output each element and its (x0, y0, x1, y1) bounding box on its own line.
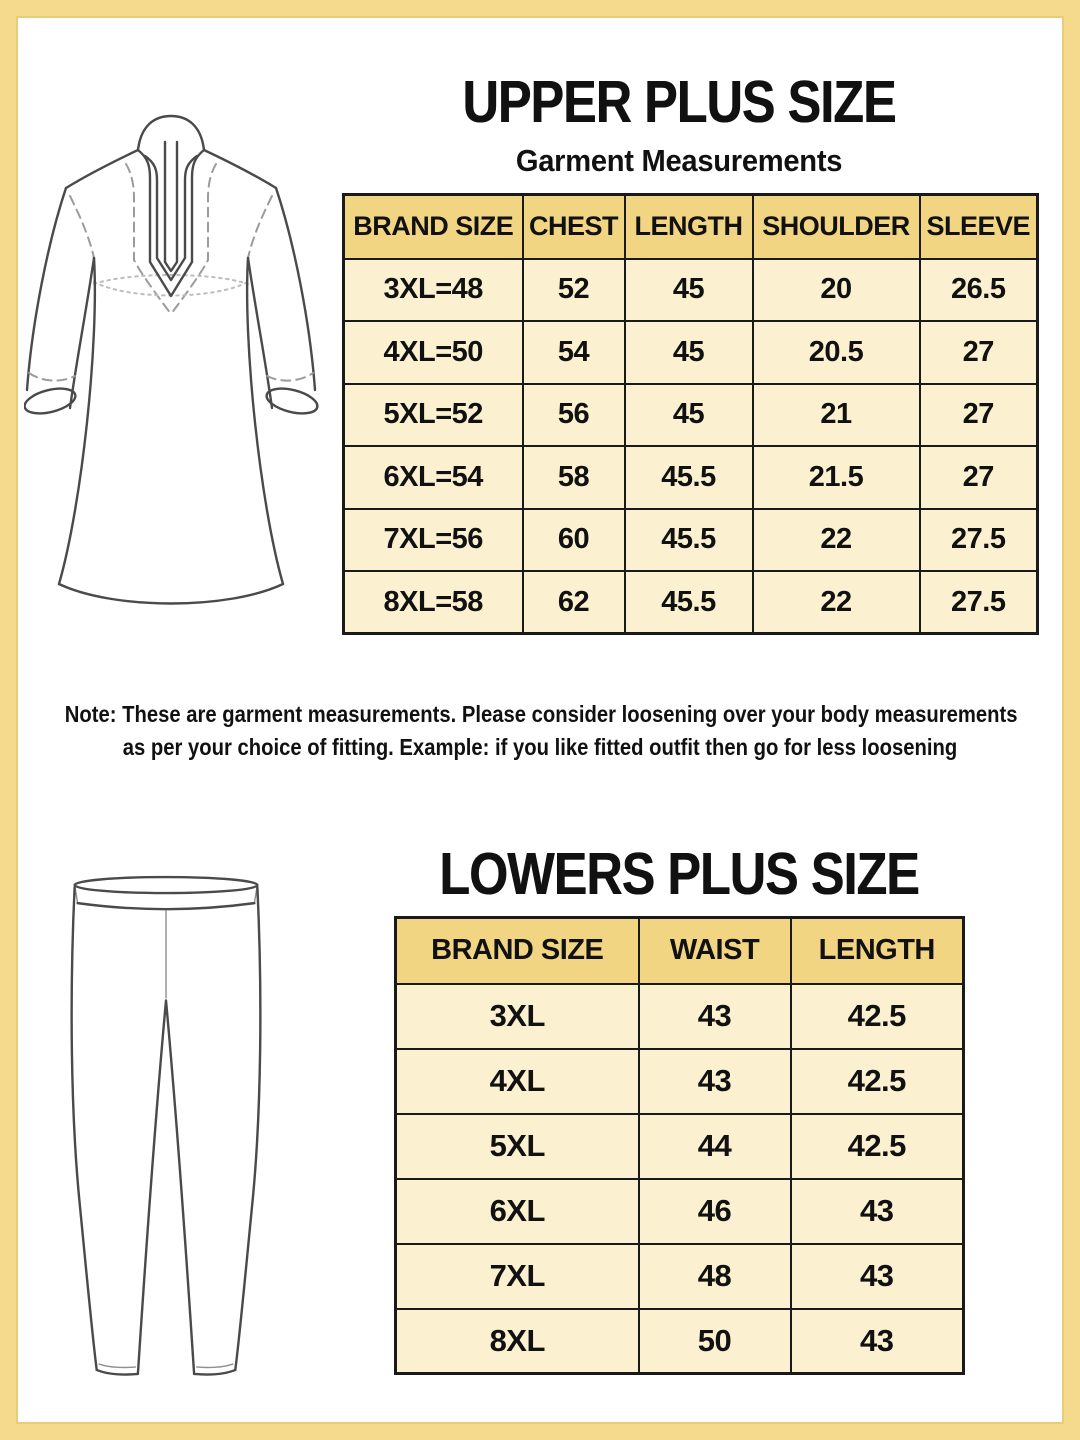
cell-shoulder: 21 (751, 382, 921, 447)
upper-subtitle: Garment Measurements (515, 143, 843, 178)
cell-length: 43 (789, 1177, 965, 1245)
header-cell-waist: WAIST (637, 916, 792, 985)
cell-shoulder: 22 (751, 507, 921, 572)
cell-length: 45.5 (623, 445, 754, 510)
cell-brand-size: 6XL (394, 1177, 640, 1245)
kurta-illustration (24, 114, 319, 605)
size-row-5xl: 5XL 44 42.5 (394, 1112, 965, 1180)
cell-brand-size: 7XL (394, 1242, 640, 1310)
cell-brand-size: 6XL=54 (342, 445, 524, 510)
header-cell-length: LENGTH (623, 193, 754, 260)
cell-waist: 43 (637, 982, 792, 1050)
size-row-7xl: 7XL 48 43 (394, 1242, 965, 1310)
cell-brand-size: 8XL=58 (342, 570, 524, 635)
cell-brand-size: 4XL (394, 1047, 640, 1115)
upper-size-table: BRAND SIZE CHEST LENGTH SHOULDER SLEEVE … (342, 193, 1039, 635)
size-row-7xl: 7XL=56 60 45.5 22 27.5 (342, 507, 1039, 572)
size-row-3xl: 3XL 43 42.5 (394, 982, 965, 1050)
header-cell-length: LENGTH (789, 916, 965, 985)
measurement-note-line1: Note: These are garment measurements. Pl… (64, 701, 1018, 727)
cell-brand-size: 8XL (394, 1307, 640, 1375)
pants-illustration (70, 875, 262, 1376)
size-row-8xl: 8XL=58 62 45.5 22 27.5 (342, 570, 1039, 635)
size-row-8xl: 8XL 50 43 (394, 1307, 965, 1375)
measurement-note-line2: as per your choice of fitting. Example: … (122, 734, 958, 760)
header-cell-chest: CHEST (521, 193, 626, 260)
cell-length: 45 (623, 257, 754, 322)
lowers-header-row: BRAND SIZE WAIST LENGTH (394, 916, 965, 985)
cell-sleeve: 27 (918, 382, 1039, 447)
cell-sleeve: 27 (918, 320, 1039, 385)
cell-waist: 50 (637, 1307, 792, 1375)
cell-waist: 46 (637, 1177, 792, 1245)
cell-length: 45.5 (623, 507, 754, 572)
cell-length: 43 (789, 1242, 965, 1310)
cell-waist: 43 (637, 1047, 792, 1115)
cell-shoulder: 20 (751, 257, 921, 322)
lowers-size-table: BRAND SIZE WAIST LENGTH 3XL 43 42.5 4XL … (394, 916, 965, 1375)
cell-length: 42.5 (789, 1047, 965, 1115)
cell-shoulder: 22 (751, 570, 921, 635)
cell-brand-size: 3XL=48 (342, 257, 524, 322)
cell-length: 42.5 (789, 1112, 965, 1180)
size-row-6xl: 6XL 46 43 (394, 1177, 965, 1245)
cell-length: 43 (789, 1307, 965, 1375)
header-cell-shoulder: SHOULDER (751, 193, 921, 260)
cell-waist: 44 (637, 1112, 792, 1180)
lowers-title: LOWERS PLUS SIZE (439, 841, 919, 907)
size-row-5xl: 5XL=52 56 45 21 27 (342, 382, 1039, 447)
cell-brand-size: 3XL (394, 982, 640, 1050)
upper-header-row: BRAND SIZE CHEST LENGTH SHOULDER SLEEVE (342, 193, 1039, 260)
size-row-4xl: 4XL=50 54 45 20.5 27 (342, 320, 1039, 385)
cell-chest: 56 (521, 382, 626, 447)
cell-length: 45 (623, 320, 754, 385)
cell-brand-size: 5XL=52 (342, 382, 524, 447)
cell-brand-size: 7XL=56 (342, 507, 524, 572)
cell-sleeve: 27 (918, 445, 1039, 510)
cell-brand-size: 4XL=50 (342, 320, 524, 385)
measurement-note: Note: These are garment measurements. Pl… (64, 698, 1018, 764)
cell-sleeve: 27.5 (918, 507, 1039, 572)
header-cell-brand-size: BRAND SIZE (394, 916, 640, 985)
cell-brand-size: 5XL (394, 1112, 640, 1180)
cell-shoulder: 21.5 (751, 445, 921, 510)
cell-waist: 48 (637, 1242, 792, 1310)
cell-length: 42.5 (789, 982, 965, 1050)
cell-length: 45.5 (623, 570, 754, 635)
size-row-3xl: 3XL=48 52 45 20 26.5 (342, 257, 1039, 322)
cell-chest: 60 (521, 507, 626, 572)
header-cell-brand-size: BRAND SIZE (342, 193, 524, 260)
size-row-4xl: 4XL 43 42.5 (394, 1047, 965, 1115)
cell-chest: 54 (521, 320, 626, 385)
cell-chest: 58 (521, 445, 626, 510)
size-row-6xl: 6XL=54 58 45.5 21.5 27 (342, 445, 1039, 510)
cell-length: 45 (623, 382, 754, 447)
cell-shoulder: 20.5 (751, 320, 921, 385)
cell-sleeve: 27.5 (918, 570, 1039, 635)
cell-sleeve: 26.5 (918, 257, 1039, 322)
cell-chest: 52 (521, 257, 626, 322)
upper-title: UPPER PLUS SIZE (462, 69, 896, 135)
header-cell-sleeve: SLEEVE (918, 193, 1039, 260)
cell-chest: 62 (521, 570, 626, 635)
